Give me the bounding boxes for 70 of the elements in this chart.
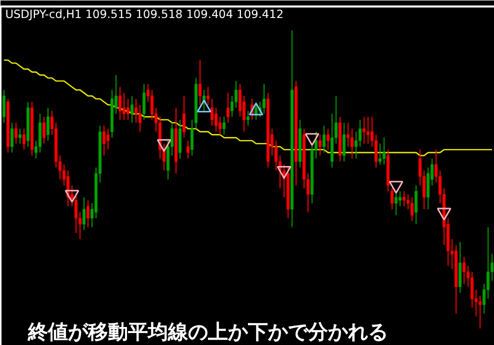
candlestick [374, 134, 378, 168]
candlestick [118, 86, 122, 120]
candlestick [398, 190, 402, 207]
candlestick [322, 125, 326, 154]
point [276, 166, 292, 179]
point [388, 180, 404, 194]
candlestick [182, 95, 186, 138]
candlestick [378, 143, 382, 165]
candlestick [326, 128, 330, 150]
candlestick [246, 110, 250, 126]
candlestick [394, 190, 398, 216]
point [64, 190, 80, 203]
candlestick [478, 295, 482, 330]
candlestick [74, 194, 78, 234]
candlestick [222, 116, 226, 136]
candlestick [382, 137, 386, 165]
annotation: 終値が移動平均線の上か下かで分かれる [27, 319, 388, 344]
candlestick [234, 80, 238, 108]
candlestick [366, 116, 370, 144]
candlestick [410, 196, 414, 222]
candlestick [210, 98, 214, 126]
candlestick [190, 119, 194, 156]
candlestick [18, 128, 22, 144]
candlestick [206, 86, 210, 106]
candlestick [38, 113, 42, 154]
candlestick [318, 134, 322, 156]
candlestick [390, 188, 394, 210]
candlestick [350, 128, 354, 160]
candlestick [142, 83, 146, 120]
candlestick [134, 98, 138, 124]
candlestick [186, 140, 190, 160]
candlestick [102, 125, 106, 156]
candlestick [10, 122, 14, 154]
candlestick [214, 107, 218, 132]
point [248, 102, 264, 116]
candlestick [218, 116, 222, 136]
candlestick [470, 271, 474, 308]
chart-title: USDJPY-cd,H1 109.515 109.518 109.404 109.412 [5, 6, 284, 21]
candlestick [82, 196, 86, 231]
candlestick [462, 256, 466, 284]
candlestick [126, 98, 130, 120]
candlestick [254, 101, 258, 120]
candlestick [342, 122, 346, 162]
point [196, 100, 212, 112]
candlestick [86, 200, 90, 228]
candlestick [46, 107, 50, 142]
candlestick [458, 242, 462, 294]
candlestick [122, 92, 126, 120]
candlestick [414, 184, 418, 225]
candlestick [358, 119, 362, 148]
candlestick [2, 89, 6, 124]
candlestick [330, 113, 334, 168]
candlestick [138, 104, 142, 132]
candlestick [402, 190, 406, 207]
candlestick [238, 83, 242, 118]
candlestick [106, 128, 110, 150]
candlestick [22, 128, 26, 150]
candlestick [262, 83, 266, 114]
candlestick [226, 92, 230, 124]
candlestick [426, 166, 430, 210]
candlestick [354, 131, 358, 160]
candlestick [150, 89, 154, 120]
candlestick [346, 122, 350, 148]
candlestick [130, 95, 134, 124]
candlestick [42, 116, 46, 144]
candlestick [178, 119, 182, 160]
candlestick [14, 122, 18, 144]
point [436, 208, 452, 220]
candlestick [362, 116, 366, 144]
candlestick [198, 60, 202, 106]
